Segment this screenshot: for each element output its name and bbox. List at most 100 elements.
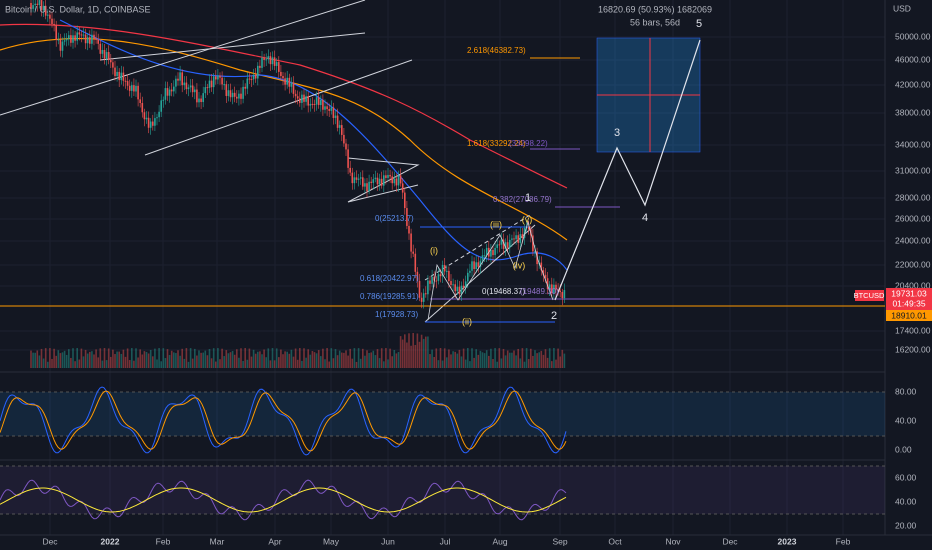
candle-body	[481, 255, 484, 261]
volume-bar	[122, 349, 125, 368]
candle-body	[439, 274, 442, 277]
candle-body	[448, 270, 450, 282]
candle-body	[540, 262, 543, 271]
volume-bar	[471, 348, 473, 368]
volume-bar	[273, 360, 276, 368]
volume-bar	[404, 334, 406, 368]
volume-bar	[527, 359, 530, 368]
volume-bar	[481, 352, 484, 368]
volume-bar	[51, 358, 53, 368]
volume-bar	[290, 349, 293, 368]
candle-body	[80, 34, 83, 36]
volume-bar	[131, 348, 133, 368]
candle-body	[147, 117, 150, 128]
volume-bar	[128, 360, 131, 368]
candle-body	[91, 34, 93, 44]
candle-body	[103, 49, 106, 59]
volume-bar	[173, 352, 175, 368]
volume-bar	[246, 359, 249, 368]
symbol-tag	[855, 290, 884, 301]
volume-bar	[515, 355, 517, 368]
volume-bar	[441, 360, 444, 368]
candle-body	[273, 57, 276, 66]
volume-bar	[332, 358, 335, 368]
candle-body	[42, 5, 45, 11]
volume-bar	[544, 349, 547, 368]
volume-bar	[63, 350, 66, 368]
volume-bar	[509, 352, 511, 368]
candle-body	[343, 134, 345, 144]
date-label: Feb	[156, 536, 171, 546]
volume-bar	[135, 348, 137, 368]
candle-body	[164, 88, 167, 100]
volume-bar	[305, 357, 307, 368]
volume-bar	[542, 354, 545, 368]
candle-body	[492, 249, 494, 256]
volume-bar	[485, 350, 488, 368]
candle-body	[479, 260, 482, 267]
volume-bar	[107, 348, 110, 368]
volume-bar	[469, 361, 471, 368]
candle-body	[196, 89, 198, 103]
candle-body	[116, 71, 118, 77]
candle-body	[185, 82, 188, 90]
candle-body	[284, 78, 286, 85]
volume-bar	[118, 351, 120, 368]
volume-bar	[236, 349, 238, 368]
volume-bar	[212, 348, 215, 368]
candle-body	[490, 249, 492, 257]
volume-bar	[86, 353, 89, 368]
volume-bar	[364, 355, 366, 368]
wave-label: (i)	[430, 245, 438, 255]
channel	[144, 59, 413, 156]
volume-bar	[30, 350, 32, 368]
volume-bar	[546, 357, 549, 368]
volume-bar	[175, 353, 177, 368]
candle-body	[72, 35, 74, 43]
candle-body	[198, 98, 200, 103]
candle-body	[389, 174, 391, 177]
volume-bar	[231, 350, 234, 368]
candle-body	[473, 261, 475, 270]
volume-bar	[162, 348, 165, 368]
date-label: May	[323, 536, 340, 546]
candle-body	[217, 75, 219, 80]
volume-bar	[439, 348, 442, 368]
candle-body	[452, 284, 454, 286]
volume-bar	[500, 358, 503, 368]
price-label: 22000.00	[895, 259, 931, 269]
candle-body	[202, 93, 204, 103]
candle-body	[378, 178, 381, 185]
volume-bar	[80, 348, 83, 368]
wave-count	[427, 220, 554, 321]
candle-body	[200, 98, 202, 103]
volume-bar	[338, 350, 341, 368]
volume-bar	[126, 348, 129, 368]
volume-bar	[519, 358, 522, 368]
volume-bar	[284, 351, 286, 368]
candle-body	[498, 244, 501, 246]
volume-bar	[103, 348, 106, 368]
candle-body	[187, 87, 190, 90]
wave-label: (v)	[522, 214, 533, 224]
candle-body	[353, 177, 356, 184]
candle-body	[63, 40, 66, 42]
volume-bar	[240, 348, 242, 368]
volume-bar	[112, 349, 114, 368]
candle-body	[334, 115, 337, 118]
candle-body	[299, 98, 301, 103]
candle-body	[120, 72, 123, 81]
candle-body	[301, 94, 303, 103]
candle-body	[464, 281, 467, 288]
volume-bar	[530, 348, 532, 368]
date-label: 2023	[778, 536, 797, 546]
candle-body	[351, 172, 354, 184]
candle-body	[500, 239, 503, 245]
volume-bar	[114, 354, 116, 368]
candle-body	[55, 25, 57, 40]
candle-body	[349, 167, 351, 173]
volume-bar	[479, 350, 482, 368]
price-label: 31000.00	[895, 165, 931, 175]
volume-bar	[99, 348, 102, 368]
candle-body	[433, 276, 435, 281]
